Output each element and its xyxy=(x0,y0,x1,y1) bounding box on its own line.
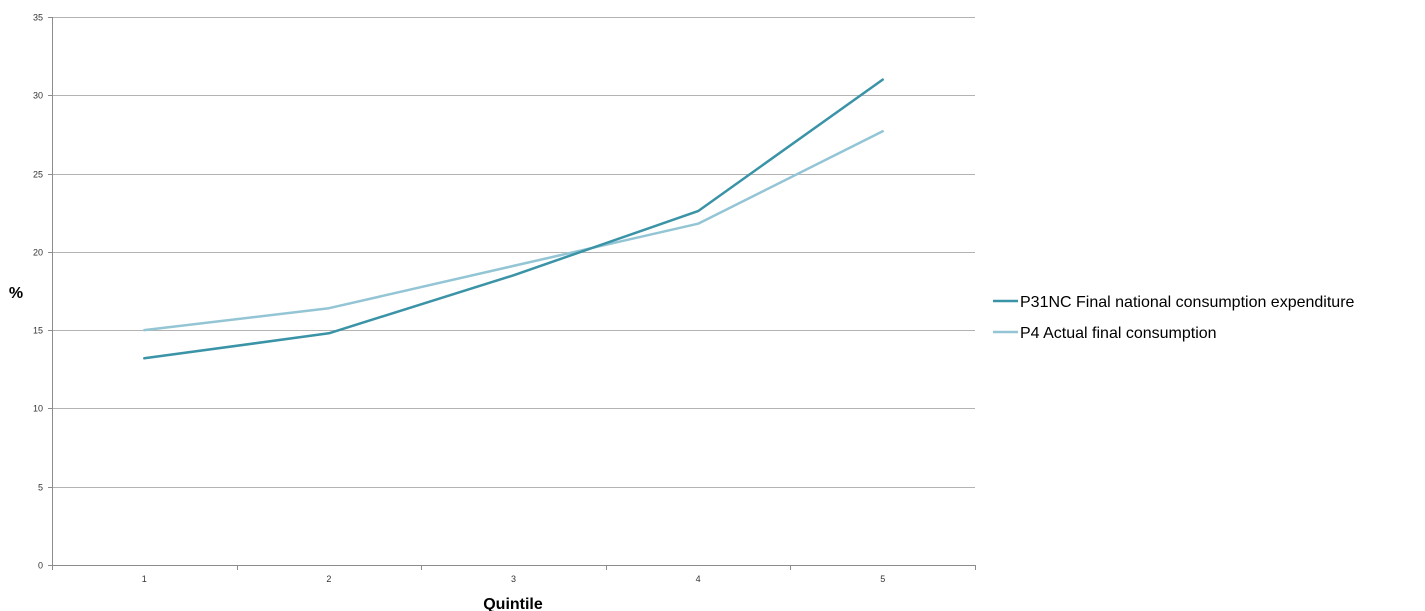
y-tick-label: 10 xyxy=(33,404,43,414)
y-tick-label: 15 xyxy=(33,326,43,336)
legend: P31NC Final national consumption expendi… xyxy=(993,294,1355,342)
x-tick-label: 4 xyxy=(696,574,701,584)
x-axis-title: Quintile xyxy=(483,596,543,611)
y-tick-label: 25 xyxy=(33,170,43,180)
y-tick-label: 0 xyxy=(38,561,43,571)
y-tick-label: 35 xyxy=(33,13,43,23)
y-axis-title: % xyxy=(9,285,23,302)
x-tick-label: 1 xyxy=(142,574,147,584)
legend-label-2: P4 Actual final consumption xyxy=(1020,325,1217,342)
x-tick-label: 5 xyxy=(880,574,885,584)
series-lines xyxy=(143,78,884,360)
y-tick-label: 20 xyxy=(33,248,43,258)
series-line-2 xyxy=(143,130,884,332)
y-tick-label: 5 xyxy=(38,483,43,493)
legend-label-1: P31NC Final national consumption expendi… xyxy=(1020,294,1355,311)
y-tick-label: 30 xyxy=(33,91,43,101)
tick-labels: 0 5 10 15 20 25 30 35 1 2 3 4 5 xyxy=(33,13,885,585)
x-tick-label: 2 xyxy=(326,574,331,584)
x-tick-label: 3 xyxy=(511,574,516,584)
series-line-1 xyxy=(143,78,884,360)
gridlines xyxy=(52,17,975,488)
axes xyxy=(48,17,976,570)
